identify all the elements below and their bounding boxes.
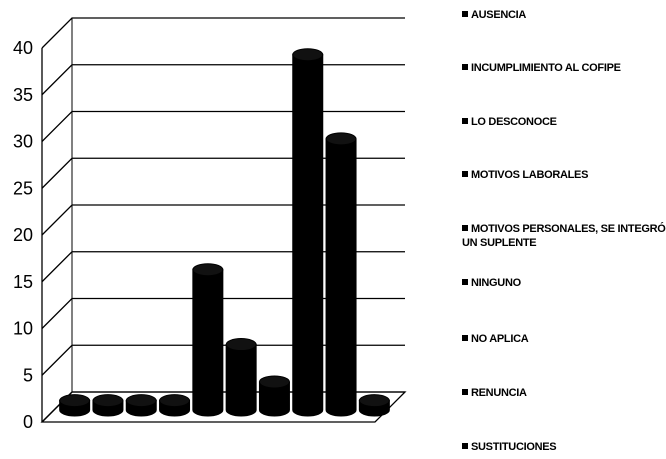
- bar: [292, 48, 324, 417]
- legend-label: AUSENCIA: [471, 9, 527, 21]
- legend-swatch: [462, 171, 468, 177]
- y-tick-label: 25: [13, 178, 33, 198]
- bar-top: [125, 394, 157, 408]
- bar: [358, 394, 390, 417]
- gridline: [41, 17, 405, 49]
- bar: [225, 338, 257, 417]
- bar: [325, 132, 357, 417]
- legend-label: MOTIVOS LABORALES: [471, 169, 589, 181]
- bar-top: [159, 394, 191, 408]
- legend-item-renuncia: RENUNCIA: [462, 386, 527, 400]
- legend-swatch: [462, 279, 468, 285]
- bar-body: [292, 54, 324, 417]
- legend-label: NINGUNO: [471, 277, 521, 289]
- bar-top: [192, 263, 224, 277]
- bar: [92, 394, 124, 417]
- legend-swatch: [462, 443, 468, 449]
- bars: [59, 48, 390, 417]
- legend-item-incumplimiento: INCUMPLIMIENTO AL COFIPE: [462, 61, 621, 75]
- legend-swatch: [462, 225, 468, 231]
- legend-swatch: [462, 389, 468, 395]
- bar-chart: 0 5 10 15 20 25 30 35 40: [13, 17, 407, 432]
- bar-top: [92, 394, 124, 408]
- legend-label: RENUNCIA: [471, 387, 527, 399]
- legend-label: LO DESCONOCE: [471, 116, 557, 128]
- y-tick-label: 5: [23, 365, 33, 385]
- bar-body: [225, 344, 257, 417]
- y-tick-label: 40: [13, 38, 33, 58]
- legend-swatch: [462, 64, 468, 70]
- legend-swatch: [462, 335, 468, 341]
- bar-top: [358, 394, 390, 408]
- bar: [125, 394, 157, 417]
- bar-top: [225, 338, 257, 352]
- gridline: [41, 64, 405, 96]
- y-tick-label: 35: [13, 85, 33, 105]
- bar-top: [59, 394, 91, 408]
- legend-item-ausencia: AUSENCIA: [462, 8, 526, 22]
- legend-item-ninguno: NINGUNO: [462, 276, 521, 290]
- y-tick-label: 0: [23, 412, 33, 432]
- legend-label: SUSTITUCIONES: [471, 441, 557, 453]
- y-tick-label: 15: [13, 272, 33, 292]
- bar: [192, 263, 224, 417]
- legend-label: NO APLICA: [471, 333, 529, 345]
- bar-top: [292, 48, 324, 62]
- y-axis-ticks: 0 5 10 15 20 25 30 35 40: [13, 38, 33, 432]
- legend-swatch: [462, 118, 468, 124]
- bar-body: [192, 269, 224, 417]
- legend-label: INCUMPLIMIENTO AL COFIPE: [471, 62, 621, 74]
- legend-item-motivos-personales: MOTIVOS PERSONALES, SE INTEGRÓ UN SUPLEN…: [462, 222, 666, 250]
- legend-item-sustituciones: SUSTITUCIONES: [462, 440, 557, 454]
- legend-swatch: [462, 11, 468, 17]
- bar-body: [258, 381, 290, 417]
- y-tick-label: 10: [13, 319, 33, 339]
- y-tick-label: 30: [13, 132, 33, 152]
- bar: [159, 394, 191, 417]
- bar-top: [325, 132, 357, 146]
- y-tick-label: 20: [13, 225, 33, 245]
- bar-body: [325, 138, 357, 417]
- bar: [258, 375, 290, 417]
- legend-item-no-aplica: NO APLICA: [462, 332, 529, 346]
- legend-item-lo-desconoce: LO DESCONOCE: [462, 115, 557, 129]
- bar-top: [258, 375, 290, 389]
- legend-label: MOTIVOS PERSONALES, SE INTEGRÓ UN SUPLEN…: [462, 223, 666, 249]
- bar: [59, 394, 91, 417]
- legend-item-motivos-laborales: MOTIVOS LABORALES: [462, 168, 588, 182]
